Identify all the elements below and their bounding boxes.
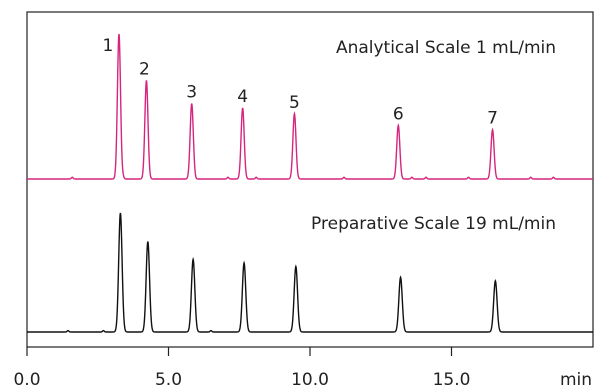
trace-label-analytical: Analytical Scale 1 mL/min xyxy=(336,38,556,58)
peak-label-2: 2 xyxy=(139,59,150,79)
trace-analytical xyxy=(27,33,593,180)
x-tick-label-2: 10.0 xyxy=(291,370,329,390)
peak-label-7: 7 xyxy=(487,109,498,129)
labels: 1 2 3 4 5 6 7 xyxy=(103,36,498,129)
peak-label-4: 4 xyxy=(237,87,248,107)
peak-label-5: 5 xyxy=(289,93,300,113)
traces xyxy=(27,33,593,333)
peak-label-6: 6 xyxy=(393,104,404,124)
x-axis-unit-label: min xyxy=(560,370,592,390)
x-tick-label-3: 15.0 xyxy=(433,370,471,390)
peak-label-1: 1 xyxy=(103,36,114,56)
peak-label-3: 3 xyxy=(186,83,197,103)
x-tick-label-1: 5.0 xyxy=(155,370,182,390)
trace-label-preparative: Preparative Scale 19 mL/min xyxy=(311,214,556,234)
x-tick-label-0: 0.0 xyxy=(13,370,40,390)
trace-preparative xyxy=(27,212,593,333)
x-axis-ticks: 0.0 5.0 10.0 15.0 xyxy=(13,347,470,390)
